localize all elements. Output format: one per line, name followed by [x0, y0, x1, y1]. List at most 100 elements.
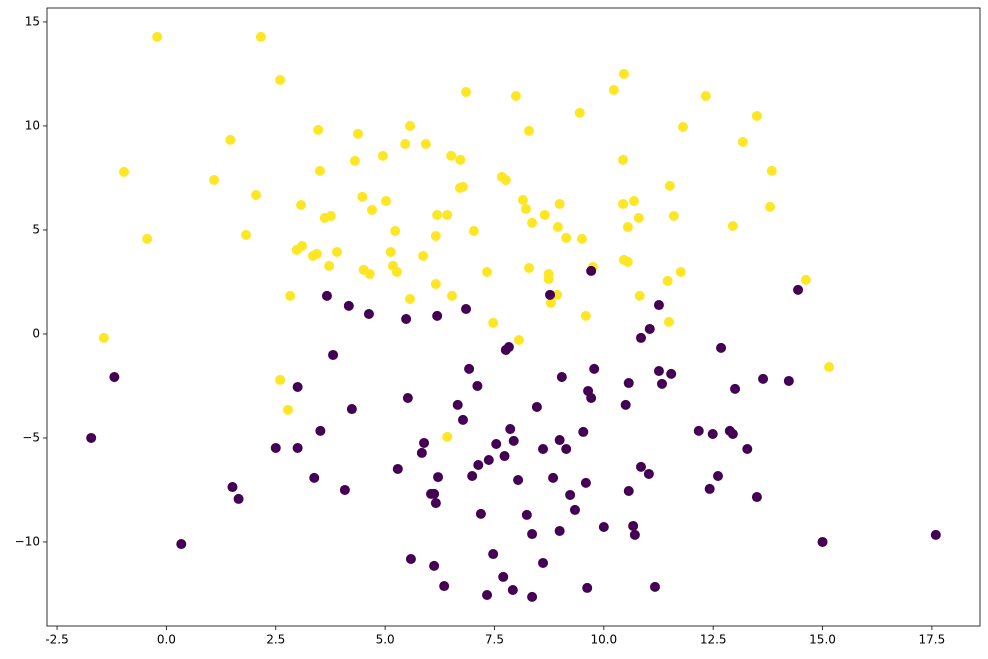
point	[464, 363, 475, 374]
point	[391, 266, 402, 277]
point	[700, 90, 711, 101]
x-tick-label: 10.0	[590, 633, 617, 647]
y-tick-label: 5	[32, 222, 40, 236]
x-tick-label: 0.0	[157, 633, 176, 647]
point	[98, 332, 109, 343]
point	[349, 155, 360, 166]
plot-frame	[46, 7, 981, 627]
point	[664, 316, 674, 327]
point	[507, 585, 518, 596]
point	[446, 150, 457, 161]
point	[400, 139, 411, 150]
point	[545, 297, 556, 308]
point	[357, 191, 368, 202]
point	[545, 289, 556, 300]
point	[392, 463, 403, 474]
point	[653, 300, 664, 311]
point	[520, 203, 531, 214]
point	[586, 265, 597, 276]
point	[315, 425, 326, 436]
point	[325, 211, 336, 222]
x-tick-label: 12.5	[700, 633, 727, 647]
point	[482, 266, 493, 277]
point	[366, 204, 377, 215]
point	[704, 483, 715, 494]
point	[461, 87, 472, 98]
point	[430, 279, 441, 290]
point	[405, 294, 416, 305]
point	[283, 404, 294, 415]
point	[527, 217, 538, 228]
point	[662, 275, 673, 286]
point	[176, 539, 187, 550]
point	[309, 472, 320, 483]
point	[461, 303, 472, 314]
point	[363, 308, 374, 319]
point	[677, 121, 688, 132]
x-tick-label: 17.5	[919, 633, 946, 647]
point	[751, 110, 762, 121]
point	[377, 150, 388, 161]
point	[321, 290, 332, 301]
point	[628, 520, 639, 531]
x-tick-label: 2.5	[266, 633, 285, 647]
point	[499, 451, 510, 462]
point	[543, 274, 554, 285]
point	[233, 493, 244, 504]
point	[142, 233, 153, 244]
point	[693, 425, 704, 436]
point	[800, 274, 811, 285]
point	[527, 529, 538, 540]
point	[86, 432, 97, 443]
point	[468, 225, 479, 236]
point	[291, 244, 302, 255]
point	[405, 554, 416, 565]
point	[629, 529, 640, 540]
y-tick-label: −5	[22, 430, 40, 444]
point	[524, 125, 535, 136]
point	[255, 31, 266, 42]
point	[527, 591, 538, 602]
point	[765, 201, 776, 212]
point	[793, 284, 804, 295]
point	[473, 459, 484, 470]
point	[332, 246, 343, 257]
point	[623, 486, 634, 497]
point	[510, 90, 521, 101]
point	[292, 442, 303, 453]
y-tick-label: −10	[15, 534, 40, 548]
x-tick-label: 7.5	[485, 633, 504, 647]
point	[576, 233, 587, 244]
point	[548, 472, 559, 483]
point	[569, 504, 580, 515]
point	[432, 209, 443, 220]
y-tick-label: 0	[32, 326, 40, 340]
point	[429, 560, 440, 571]
point	[622, 256, 633, 267]
point	[618, 198, 629, 209]
point	[598, 521, 609, 532]
point	[608, 84, 619, 95]
point	[817, 536, 828, 547]
point	[730, 383, 741, 394]
point	[552, 289, 563, 300]
point	[285, 290, 296, 301]
point	[650, 581, 661, 592]
point	[586, 393, 597, 404]
point	[339, 484, 350, 495]
point	[209, 175, 220, 186]
point	[824, 362, 835, 373]
point	[292, 381, 303, 392]
point	[707, 429, 718, 440]
point	[353, 128, 363, 139]
point	[430, 498, 441, 509]
point	[751, 492, 762, 503]
point	[454, 182, 465, 193]
point	[488, 317, 499, 328]
point	[488, 549, 499, 560]
point	[152, 31, 163, 42]
point	[930, 529, 941, 540]
point	[346, 404, 357, 415]
point	[565, 489, 576, 500]
point	[324, 260, 335, 271]
